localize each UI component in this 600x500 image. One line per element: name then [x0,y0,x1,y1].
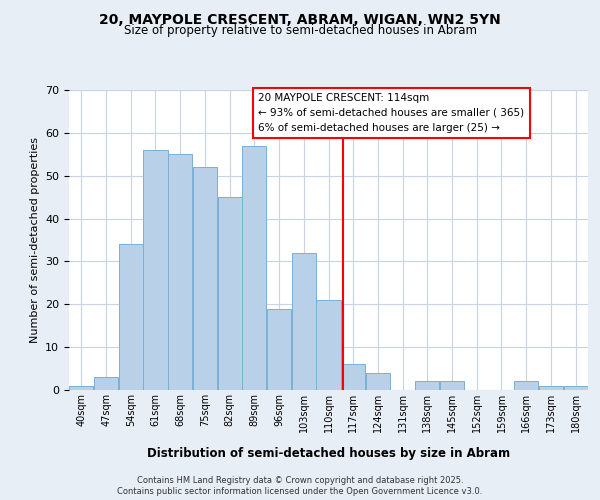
Bar [316,300,341,390]
Bar [341,364,365,390]
Bar [193,167,217,390]
Bar [168,154,193,390]
Bar [242,146,266,390]
Text: 20, MAYPOLE CRESCENT, ABRAM, WIGAN, WN2 5YN: 20, MAYPOLE CRESCENT, ABRAM, WIGAN, WN2 … [99,12,501,26]
Bar [440,382,464,390]
Text: Size of property relative to semi-detached houses in Abram: Size of property relative to semi-detach… [124,24,476,37]
Bar [514,382,538,390]
Bar [69,386,94,390]
Bar [267,308,291,390]
Text: Distribution of semi-detached houses by size in Abram: Distribution of semi-detached houses by … [147,448,511,460]
Text: 20 MAYPOLE CRESCENT: 114sqm
← 93% of semi-detached houses are smaller ( 365)
6% : 20 MAYPOLE CRESCENT: 114sqm ← 93% of sem… [259,93,524,132]
Bar [218,197,242,390]
Bar [292,253,316,390]
Text: Contains public sector information licensed under the Open Government Licence v3: Contains public sector information licen… [118,487,482,496]
Text: Contains HM Land Registry data © Crown copyright and database right 2025.: Contains HM Land Registry data © Crown c… [137,476,463,485]
Bar [563,386,588,390]
Bar [94,377,118,390]
Y-axis label: Number of semi-detached properties: Number of semi-detached properties [29,137,40,343]
Bar [366,373,390,390]
Bar [143,150,167,390]
Bar [119,244,143,390]
Bar [539,386,563,390]
Bar [415,382,439,390]
